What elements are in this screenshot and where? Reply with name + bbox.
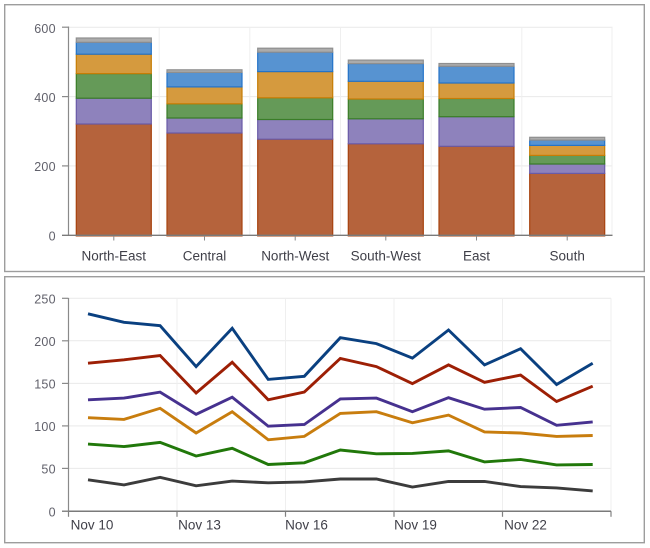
svg-text:0: 0 <box>49 230 56 244</box>
svg-text:50: 50 <box>41 463 55 477</box>
svg-text:North-East: North-East <box>82 248 147 263</box>
svg-text:0: 0 <box>49 506 56 520</box>
svg-text:East: East <box>463 248 490 263</box>
svg-text:Nov 10: Nov 10 <box>71 518 114 533</box>
svg-text:South: South <box>550 248 585 263</box>
svg-text:Nov 22: Nov 22 <box>504 518 547 533</box>
svg-text:Nov 13: Nov 13 <box>178 518 221 533</box>
svg-text:200: 200 <box>34 335 56 349</box>
svg-text:Nov 19: Nov 19 <box>394 518 437 533</box>
svg-text:South-West: South-West <box>351 248 422 263</box>
svg-text:Central: Central <box>183 248 227 263</box>
svg-text:Nov 16: Nov 16 <box>285 518 328 533</box>
svg-text:250: 250 <box>34 293 56 307</box>
svg-text:600: 600 <box>34 22 56 36</box>
svg-text:200: 200 <box>34 160 56 174</box>
svg-text:400: 400 <box>34 91 56 105</box>
svg-text:150: 150 <box>34 378 56 392</box>
svg-text:North-West: North-West <box>261 248 329 263</box>
svg-text:100: 100 <box>34 420 56 434</box>
